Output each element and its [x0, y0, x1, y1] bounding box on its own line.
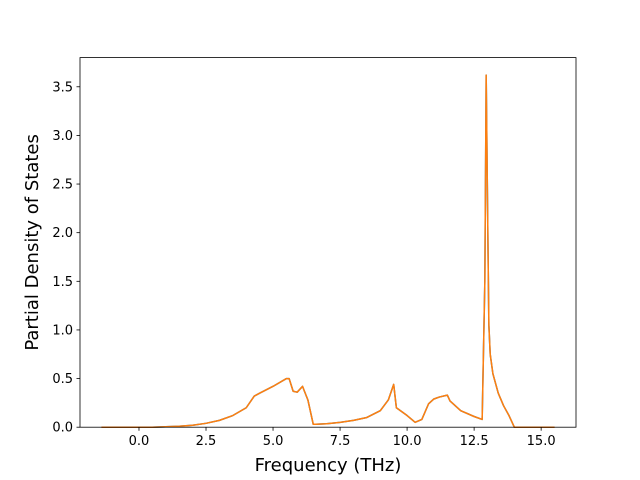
plot-frame — [79, 57, 577, 428]
y-tick-label: 3.0 — [52, 129, 73, 144]
y-tick-label: 0.0 — [52, 421, 73, 436]
x-axis: 0.0 2.5 5.0 7.5 10.0 12.5 15.0 — [129, 427, 556, 449]
x-tick-label: 12.5 — [460, 434, 489, 449]
y-tick-label: 0.5 — [52, 372, 73, 387]
y-tick-label: 1.0 — [52, 323, 73, 338]
y-tick-label: 2.0 — [52, 226, 73, 241]
x-tick-label: 0.0 — [129, 434, 150, 449]
x-axis-title: Frequency (THz) — [255, 455, 402, 476]
y-tick-label: 2.5 — [52, 178, 73, 193]
y-tick-label: 1.5 — [52, 275, 73, 290]
y-axis: 0.0 0.5 1.0 1.5 2.0 2.5 3.0 3.5 — [52, 80, 80, 436]
plot-lines — [101, 74, 555, 428]
x-tick-label: 10.0 — [393, 434, 422, 449]
x-tick-label: 2.5 — [196, 434, 217, 449]
x-tick-label: 5.0 — [263, 434, 284, 449]
series-line-2 — [101, 74, 555, 428]
y-axis-title: Partial Density of States — [22, 134, 43, 351]
x-tick-label: 7.5 — [330, 434, 351, 449]
x-tick-label: 15.0 — [527, 434, 556, 449]
y-tick-label: 3.5 — [52, 80, 73, 95]
